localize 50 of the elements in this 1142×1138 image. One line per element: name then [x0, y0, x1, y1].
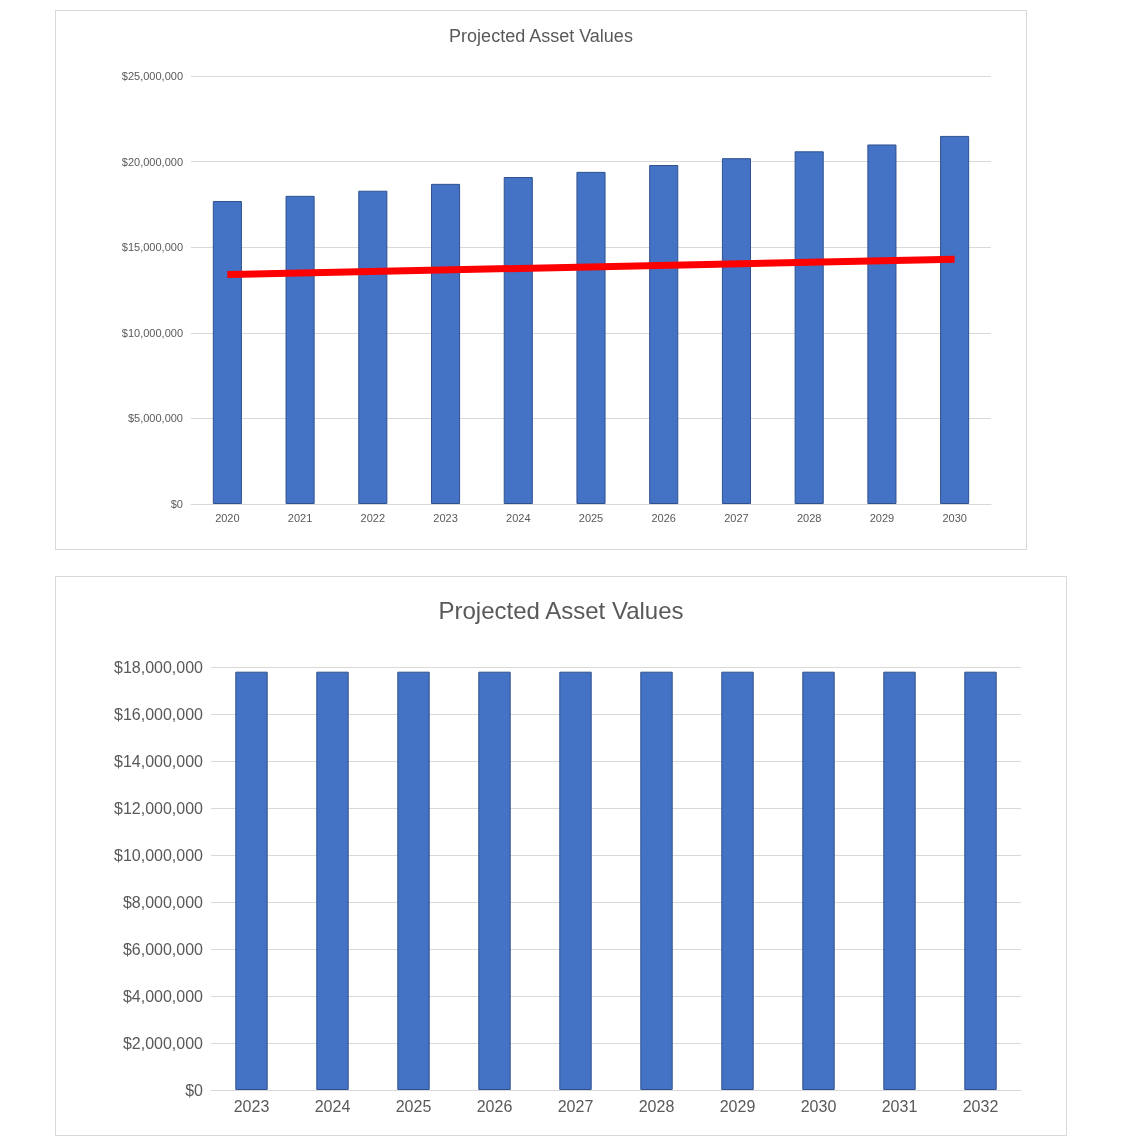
x-tick-label: 2028 [638, 1097, 675, 1115]
x-tick-label: 2024 [314, 1097, 351, 1115]
y-tick-label: $10,000,000 [114, 846, 204, 864]
y-tick-label: $18,000,000 [114, 658, 204, 676]
x-tick-label: 2032 [962, 1097, 999, 1115]
bar [721, 158, 751, 504]
y-tick-label: $16,000,000 [114, 705, 204, 723]
bar [576, 171, 606, 504]
x-tick-label: 2027 [724, 511, 749, 524]
bar [940, 135, 970, 504]
x-tick-label: 2030 [942, 511, 967, 524]
x-tick-label: 2031 [881, 1097, 918, 1115]
y-tick-label: $12,000,000 [114, 799, 204, 817]
x-tick-label: 2030 [800, 1097, 837, 1115]
x-tick-label: 2023 [233, 1097, 270, 1115]
x-tick-label: 2028 [796, 511, 822, 524]
bar [431, 183, 461, 504]
bar [285, 195, 315, 504]
x-tick-label: 2022 [360, 511, 386, 524]
y-tick-label: $25,000,000 [121, 70, 183, 82]
x-tick-label: 2025 [578, 511, 604, 524]
chart-title: Projected Asset Values [449, 26, 633, 46]
x-tick-label: 2024 [506, 511, 531, 524]
x-tick-label: 2029 [869, 511, 895, 524]
x-tick-label: 2021 [287, 511, 313, 524]
bar [503, 177, 533, 504]
y-tick-label: $15,000,000 [121, 241, 183, 254]
x-tick-label: 2026 [476, 1097, 513, 1115]
x-tick-label: 2020 [215, 511, 240, 524]
x-tick-label: 2026 [651, 511, 676, 524]
y-tick-label: $0 [185, 1081, 204, 1099]
bar [649, 165, 679, 504]
chart-title: Projected Asset Values [438, 596, 684, 624]
y-tick-label: $6,000,000 [122, 940, 204, 958]
y-tick-label: $0 [170, 498, 183, 510]
bar [794, 151, 824, 504]
y-tick-label: $20,000,000 [121, 155, 183, 168]
x-tick-label: 2027 [557, 1097, 594, 1115]
y-tick-label: $5,000,000 [127, 412, 183, 425]
y-tick-label: $10,000,000 [121, 326, 183, 339]
x-tick-label: 2029 [719, 1097, 756, 1115]
bar [867, 144, 897, 504]
bar [212, 200, 242, 504]
y-tick-label: $8,000,000 [122, 893, 204, 911]
x-tick-label: 2025 [395, 1097, 432, 1115]
y-tick-label: $4,000,000 [122, 987, 204, 1005]
y-tick-label: $14,000,000 [114, 752, 204, 770]
bar [358, 190, 388, 504]
y-tick-label: $2,000,000 [122, 1034, 204, 1052]
x-tick-label: 2023 [433, 511, 458, 524]
